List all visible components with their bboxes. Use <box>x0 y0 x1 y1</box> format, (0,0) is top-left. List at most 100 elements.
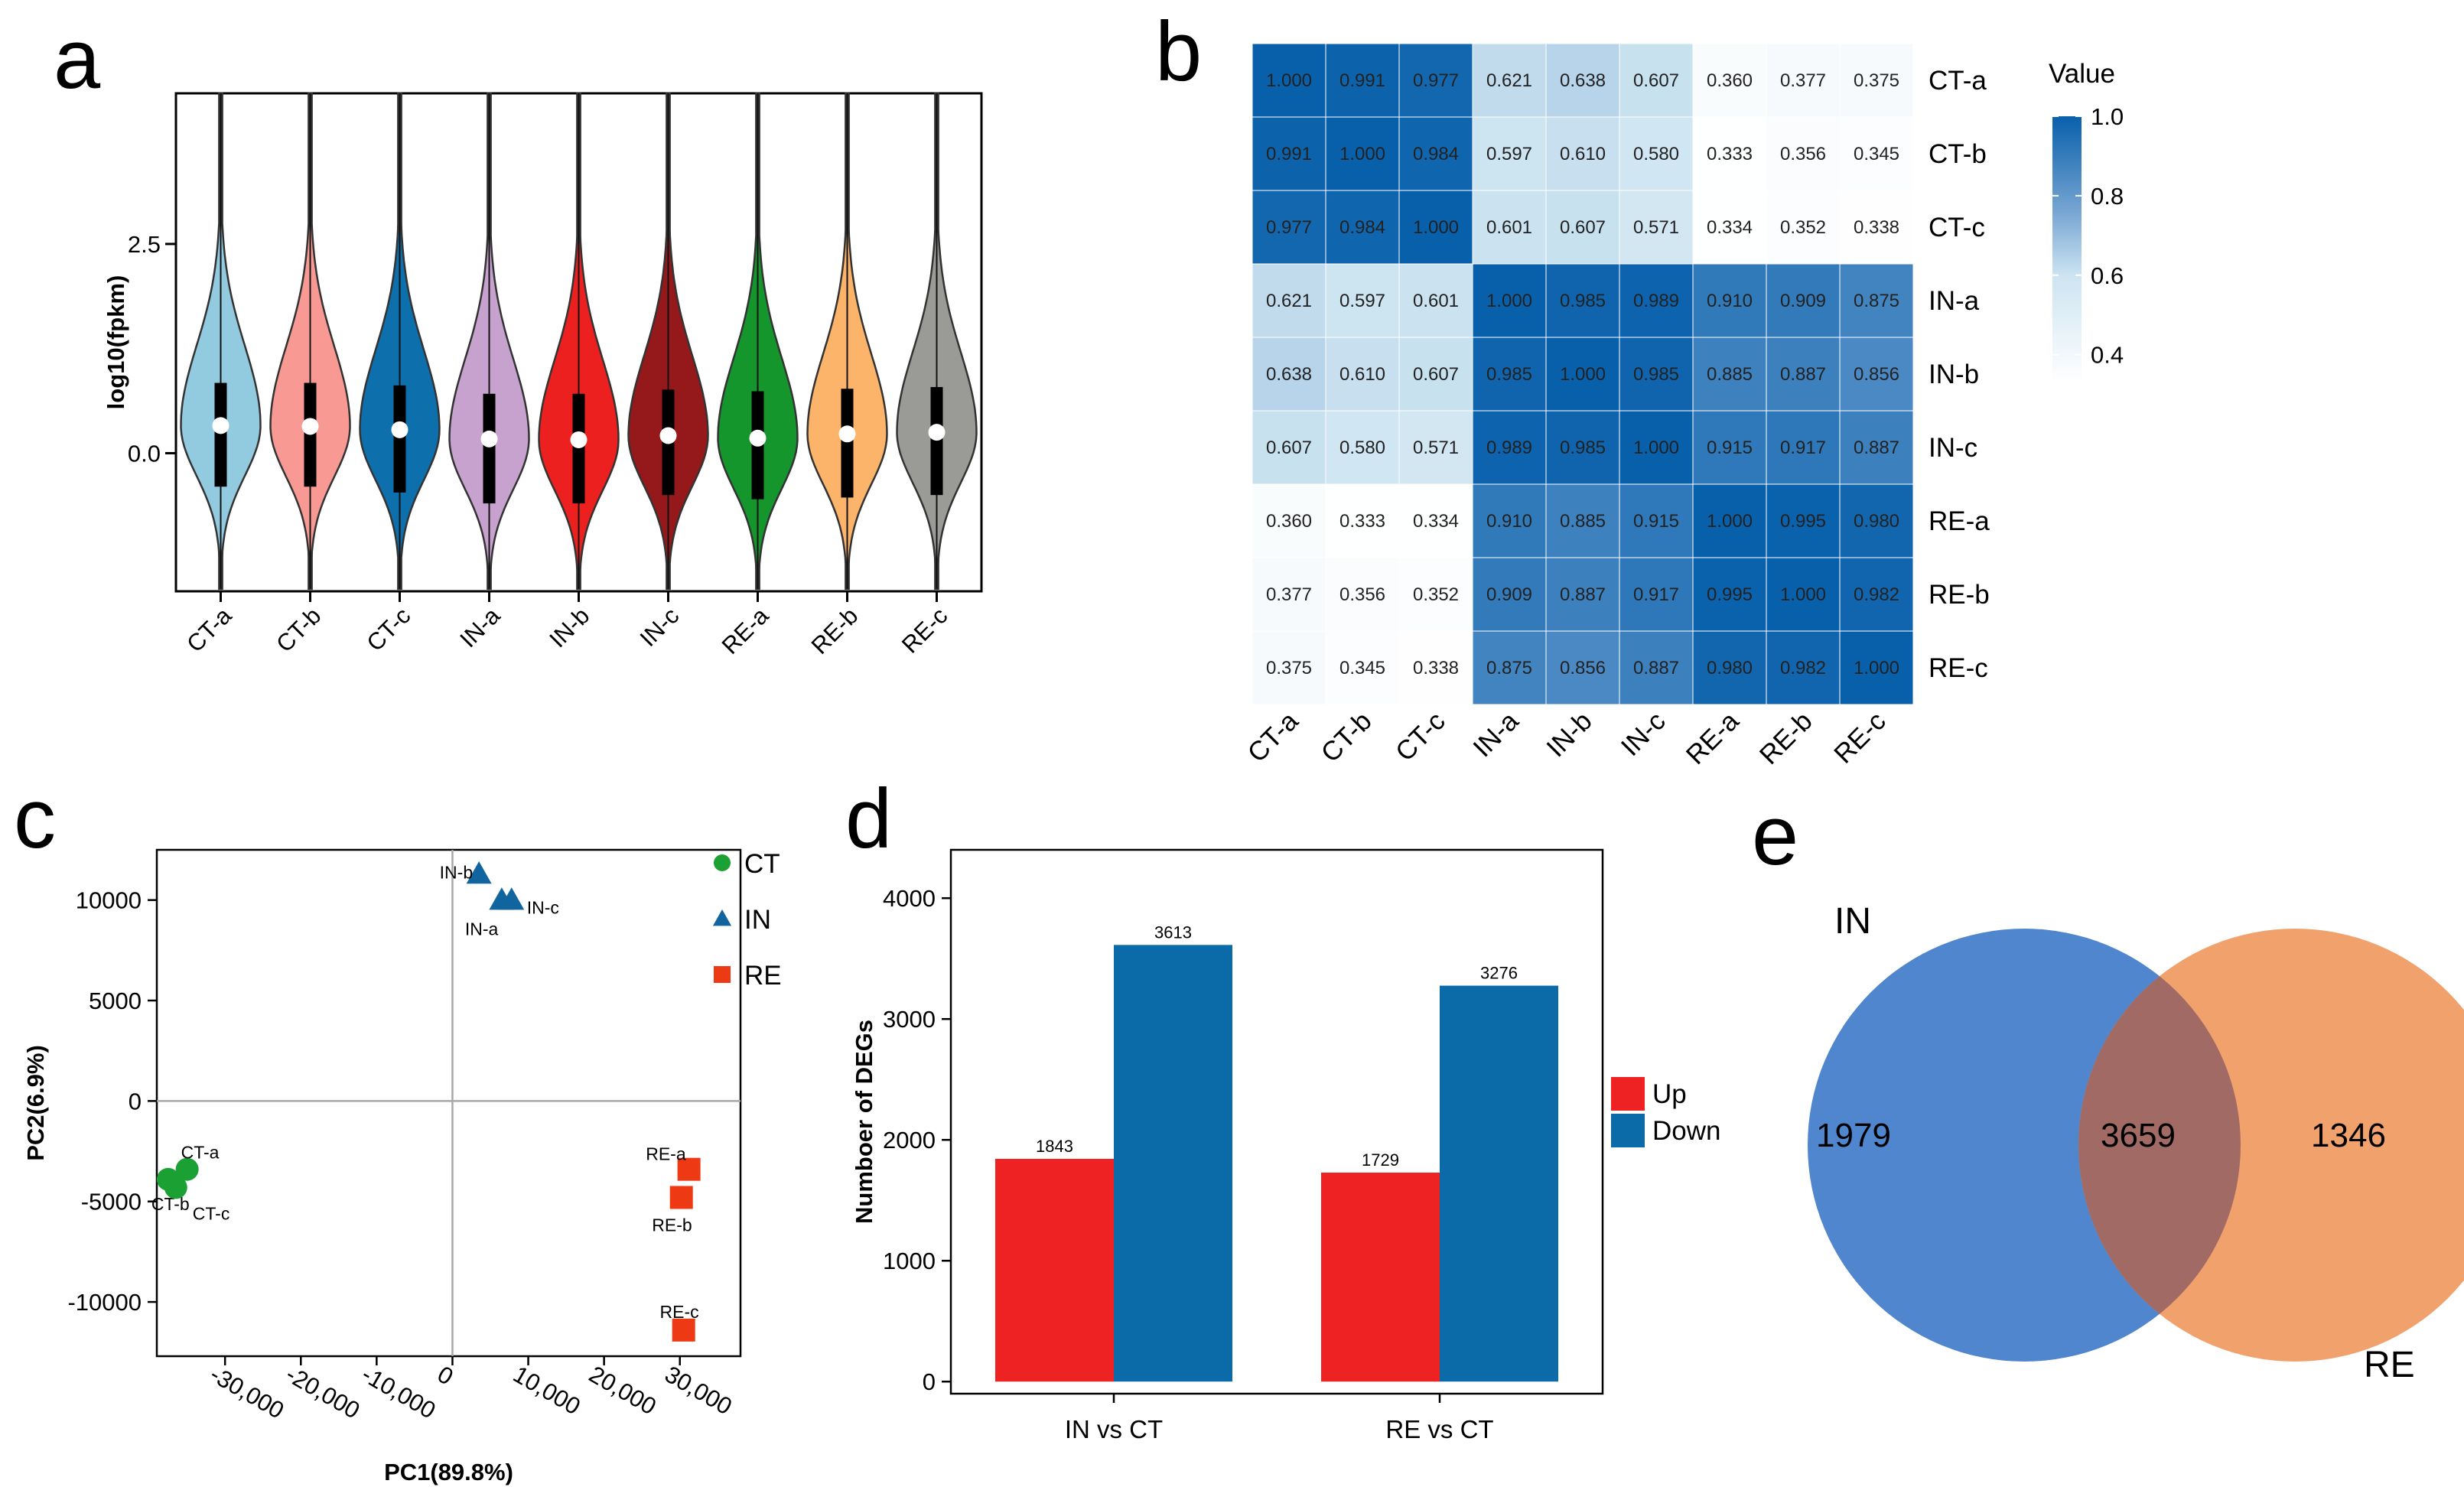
x-tick-label: CT-a <box>181 602 237 658</box>
median-dot-RE-b <box>838 425 856 443</box>
plot-frame <box>155 848 742 1358</box>
y-tick-label: -5000 <box>81 1189 142 1215</box>
heatmap-cell-value: 0.887 <box>1854 438 1899 458</box>
pca-scatter-plot: 10000 5000 0 -5000 -10000 -30,000-20,000-10,0… <box>22 848 782 1485</box>
heatmap-cell-value: 0.985 <box>1486 364 1532 385</box>
heatmap-cell-value: 0.607 <box>1266 438 1312 458</box>
pca-point-CT-c <box>164 1176 187 1199</box>
pca-point-label: RE-b <box>652 1215 692 1235</box>
heatmap-cell-value: 0.985 <box>1633 364 1679 385</box>
heatmap-row-label: CT-a <box>1929 66 1987 96</box>
heatmap-cell-value: 0.352 <box>1413 584 1459 605</box>
heatmap-cell <box>1325 337 1400 412</box>
heatmap-cell-value: 0.875 <box>1486 658 1532 678</box>
heatmap-cell <box>1472 190 1547 265</box>
heatmap-cell <box>1325 630 1400 705</box>
y-tick-label: 0 <box>923 1368 936 1395</box>
heatmap-cell <box>1325 557 1400 632</box>
x-axis-label: PC1(89.8%) <box>384 1459 513 1485</box>
bar-down-1 <box>1440 985 1558 1382</box>
pca-point-RE-b <box>669 1186 693 1209</box>
heatmap-cell-value: 0.345 <box>1854 144 1899 164</box>
x-tick-label: RE vs CT <box>1385 1415 1493 1443</box>
heatmap-cell-value: 1.000 <box>1486 291 1532 311</box>
legend-marker-RE <box>714 966 731 983</box>
pca-point-IN-c <box>499 887 525 910</box>
heatmap-cell-value: 0.352 <box>1780 217 1826 238</box>
heatmap-cell <box>1766 116 1841 191</box>
heatmap-cell <box>1619 263 1694 338</box>
heatmap-cell-value: 0.915 <box>1707 438 1753 458</box>
heatmap-cell-value: 0.885 <box>1560 511 1606 532</box>
heatmap-cell <box>1325 263 1400 338</box>
heatmap-cell <box>1398 483 1473 558</box>
y-tick-label: 2.5 <box>128 231 161 258</box>
heatmap-cell-value: 1.000 <box>1780 584 1826 605</box>
heatmap-row-label: CT-b <box>1929 139 1987 169</box>
heatmap-row-label: IN-b <box>1929 360 1979 389</box>
heatmap-cell-value: 0.597 <box>1486 144 1532 164</box>
pca-point-IN-b <box>466 861 492 884</box>
heatmap-cell <box>1619 116 1694 191</box>
bar-value-label: 1843 <box>1036 1137 1073 1156</box>
deg-bar-chart: 0 1000 2000 3000 4000 Numboer of DEGs IN vs CT… <box>851 848 1720 1443</box>
median-dot-RE-a <box>749 429 767 447</box>
venn-count-in-only: 1979 <box>1816 1117 1891 1154</box>
heatmap-cell <box>1766 190 1841 265</box>
heatmap-cell-value: 0.887 <box>1780 364 1826 385</box>
heatmap-col-label: IN-b <box>1541 706 1597 763</box>
x-tick-label: -10,000 <box>357 1361 441 1424</box>
venn-count-intersection: 3659 <box>2101 1117 2176 1154</box>
box-CT-a <box>214 382 227 487</box>
heatmap-cell-value: 0.856 <box>1560 658 1606 678</box>
heatmap-cell-value: 0.977 <box>1266 217 1312 238</box>
box-IN-b <box>572 393 585 504</box>
heatmap-cell-value: 0.580 <box>1339 438 1385 458</box>
heatmap-cell-value: 0.910 <box>1707 291 1753 311</box>
heatmap-cell <box>1839 630 1914 705</box>
heatmap-col-label: IN-c <box>1616 706 1671 762</box>
box-RE-c <box>930 387 943 496</box>
pca-point-label: CT-c <box>193 1203 230 1223</box>
median-dot-CT-c <box>391 421 408 438</box>
heatmap-cell <box>1619 483 1694 558</box>
legend-tick-label: 0.6 <box>2091 262 2124 289</box>
y-tick-label: 0 <box>129 1088 142 1114</box>
legend-tick-label: 0.8 <box>2091 183 2124 210</box>
heatmap-cell-value: 1.000 <box>1854 658 1899 678</box>
heatmap-cell <box>1545 337 1620 412</box>
bar-value-label: 3613 <box>1154 922 1192 942</box>
heatmap-cell <box>1398 337 1473 412</box>
heatmap-cell-value: 0.985 <box>1560 291 1606 311</box>
heatmap-cell-value: 0.909 <box>1486 584 1532 605</box>
heatmap-cell <box>1692 190 1767 265</box>
heatmap-cell-value: 0.607 <box>1413 364 1459 385</box>
heatmap-cell <box>1325 410 1400 485</box>
y-axis-label: log10(fpkm) <box>103 275 129 410</box>
heatmap-cell-value: 0.375 <box>1854 70 1899 91</box>
median-dot-RE-c <box>928 424 946 441</box>
x-tick-label: 0 <box>433 1361 457 1391</box>
heatmap-cell-value: 0.377 <box>1780 70 1826 91</box>
box-RE-b <box>841 389 854 498</box>
heatmap-cell-value: 0.375 <box>1266 658 1312 678</box>
venn-set-label-re: RE <box>2364 1345 2415 1385</box>
x-tick-label: 30,000 <box>660 1361 737 1420</box>
heatmap-cell <box>1619 43 1694 118</box>
heatmap-cell-value: 0.607 <box>1633 70 1679 91</box>
heatmap-cell-value: 0.982 <box>1854 584 1899 605</box>
x-tick-label: IN-b <box>544 602 594 652</box>
x-tick-label: IN-a <box>454 602 506 653</box>
heatmap-cell-value: 0.985 <box>1560 438 1606 458</box>
legend-marker-CT <box>714 854 731 871</box>
heatmap-cell-value: 0.977 <box>1413 70 1459 91</box>
heatmap-cell-value: 0.991 <box>1339 70 1385 91</box>
heatmap-cell <box>1766 43 1841 118</box>
heatmap-cell-value: 1.000 <box>1633 438 1679 458</box>
heatmap-cell <box>1692 263 1767 338</box>
heatmap-cell-value: 0.638 <box>1560 70 1606 91</box>
heatmap-cell <box>1472 116 1547 191</box>
heatmap-cell <box>1692 337 1767 412</box>
panel-label-d: d <box>845 772 892 866</box>
